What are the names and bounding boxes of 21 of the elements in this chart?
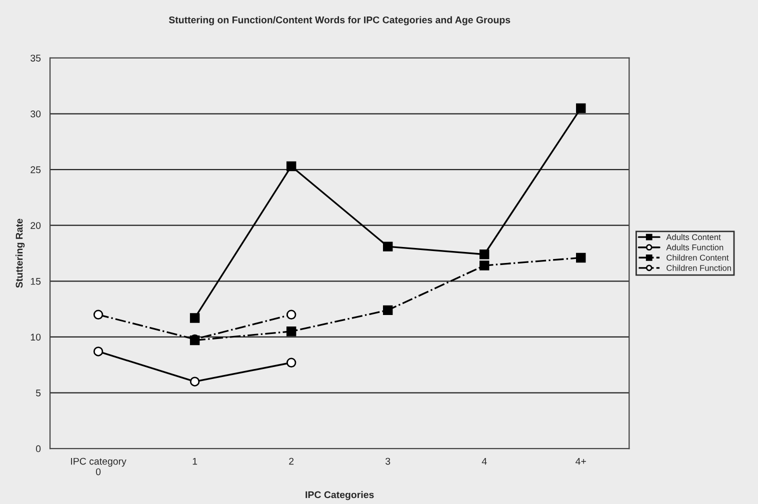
x-tick-label: IPC category 0 bbox=[71, 458, 126, 476]
x-tick-label: 4 bbox=[482, 458, 487, 465]
legend-label: Adults Content bbox=[666, 234, 721, 240]
y-tick-label: 20 bbox=[30, 222, 41, 229]
legend-label: Adults Function bbox=[666, 244, 724, 250]
x-tick-label: 4+ bbox=[576, 458, 586, 465]
chart-title: Stuttering on Function/Content Words for IPC Categories and Age Groups bbox=[168, 16, 510, 26]
y-tick-label: 5 bbox=[36, 390, 41, 396]
y-tick-label: 35 bbox=[30, 54, 41, 62]
x-axis-title: IPC Categories bbox=[306, 491, 374, 500]
y-axis-title: Stuttering Rate bbox=[16, 218, 25, 288]
x-tick-label: 3 bbox=[386, 458, 390, 465]
x-tick-label: 2 bbox=[289, 458, 294, 465]
legend-label: Children Function bbox=[666, 264, 731, 271]
y-tick-label: 10 bbox=[30, 334, 41, 341]
x-tick-label: 1 bbox=[192, 458, 198, 465]
y-tick-label: 0 bbox=[36, 445, 41, 452]
legend-label: Children Content bbox=[666, 254, 729, 261]
y-tick-label: 15 bbox=[30, 278, 41, 285]
y-tick-label: 30 bbox=[30, 110, 41, 118]
y-tick-label: 25 bbox=[30, 166, 41, 174]
